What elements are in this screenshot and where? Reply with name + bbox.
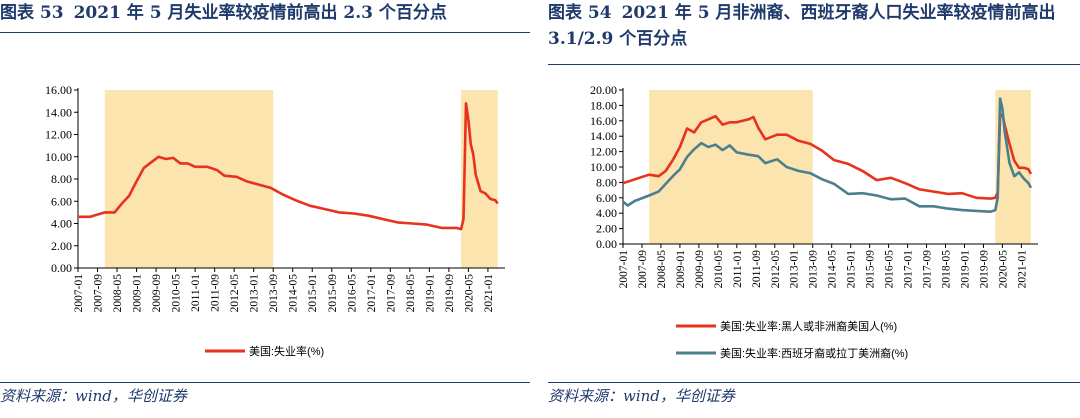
x-tick-label: 2011-01: [732, 250, 744, 288]
figure-number: 图表 53: [0, 3, 64, 23]
x-tick-label: 2007-09: [637, 250, 649, 289]
x-tick-label: 2010-05: [713, 250, 725, 289]
x-tick-label: 2011-01: [190, 274, 202, 312]
x-tick-label: 2008-05: [112, 274, 124, 313]
y-tick-label: 10.00: [45, 150, 72, 164]
shaded-band: [104, 90, 274, 268]
y-tick-label: 16.00: [590, 114, 617, 128]
x-tick-label: 2018-05: [405, 274, 417, 313]
y-tick-label: 2.00: [596, 222, 617, 236]
x-tick-label: 2019-09: [444, 274, 456, 313]
x-tick-label: 2016-05: [346, 274, 358, 313]
y-tick-label: 0.00: [51, 261, 72, 275]
x-tick-label: 2014-05: [827, 250, 839, 289]
x-tick-label: 2017-09: [385, 274, 397, 313]
x-tick-label: 2014-05: [288, 274, 300, 313]
x-tick-label: 2021-01: [483, 274, 495, 313]
x-tick-label: 2015-09: [865, 250, 877, 289]
x-tick-label: 2012-05: [229, 274, 241, 313]
y-tick-label: 12.00: [590, 145, 617, 159]
y-tick-label: 4.00: [51, 217, 72, 231]
series-line: [78, 102, 499, 231]
chart-left: 0.00 2.00 4.00 6.00 8.00 10.00 12.00 14.00 16.00…: [45, 83, 505, 358]
x-tick-label: 2021-01: [1016, 250, 1028, 289]
y-tick-label: 16.00: [45, 83, 72, 97]
x-tick-label: 2010-05: [171, 274, 183, 313]
legend-label: 美国:失业率:黑人或非洲裔美国人(%): [720, 319, 897, 333]
x-tick-label: 2013-09: [808, 250, 820, 289]
x-tick-label: 2016-05: [884, 250, 896, 289]
x-tick-label: 2013-01: [789, 250, 801, 289]
x-tick-label: 2009-09: [694, 250, 706, 289]
y-tick-label: 20.00: [590, 83, 617, 97]
chart-panel-right: 图表 54 2021 年 5 月非洲裔、西班牙裔人口失业率较疫情前高出 3.1/2…: [548, 0, 1080, 418]
source-note-left: 资料来源：wind，华创证券: [0, 387, 187, 405]
x-tick-label: 2009-01: [132, 274, 144, 313]
x-tick-label: 2007-01: [73, 274, 85, 313]
x-tick-label: 2012-05: [770, 250, 782, 289]
y-tick-label: 10.00: [590, 160, 617, 174]
y-tick-label: 14.00: [590, 129, 617, 143]
y-tick-label: 6.00: [51, 194, 72, 208]
series-line: [622, 97, 1033, 213]
x-tick-label: 2008-05: [656, 250, 668, 289]
x-tick-label: 2015-09: [327, 274, 339, 313]
x-tick-label: 2018-05: [941, 250, 953, 289]
x-tick-label: 2007-09: [93, 274, 105, 313]
figure-number: 图表 54: [548, 3, 612, 23]
chart-title-right: 图表 54 2021 年 5 月非洲裔、西班牙裔人口失业率较疫情前高出 3.1/2…: [548, 0, 1080, 52]
y-tick-label: 2.00: [51, 239, 72, 253]
x-tick-label: 2013-09: [268, 274, 280, 313]
title-text: 2021 年 5 月失业率较疫情前高出 2.3 个百分点: [73, 3, 447, 23]
y-tick-label: 4.00: [596, 206, 617, 220]
x-tick-label: 2017-01: [366, 274, 378, 313]
x-tick-label: 2013-01: [249, 274, 261, 313]
x-tick-label: 2019-01: [959, 250, 971, 289]
x-tick-label: 2007-01: [618, 250, 630, 289]
y-tick-label: 18.00: [590, 98, 617, 112]
source-divider: [548, 382, 1080, 383]
y-tick-label: 14.00: [45, 105, 72, 119]
x-tick-label: 2017-09: [922, 250, 934, 289]
y-tick-label: 12.00: [45, 128, 72, 142]
source-note-right: 资料来源：wind，华创证券: [548, 387, 735, 405]
y-tick-label: 8.00: [51, 172, 72, 186]
x-tick-label: 2019-09: [978, 250, 990, 289]
x-tick-label: 2009-09: [151, 274, 163, 313]
legend-label: 美国:失业率:西班牙裔或拉丁美洲裔(%): [720, 346, 908, 360]
x-tick-label: 2009-01: [675, 250, 687, 289]
y-tick-label: 0.00: [596, 237, 617, 251]
x-tick-label: 2015-01: [846, 250, 858, 289]
source-divider: [0, 382, 530, 383]
chart-panel-left: 图表 53 2021 年 5 月失业率较疫情前高出 2.3 个百分点 0.00 2.…: [0, 0, 530, 418]
chart-title-left: 图表 53 2021 年 5 月失业率较疫情前高出 2.3 个百分点: [0, 0, 530, 26]
x-tick-label: 2015-01: [307, 274, 319, 313]
title-text: 2021 年 5 月非洲裔、西班牙裔人口失业率较疫情前高出 3.1/2.9 个百…: [548, 3, 1056, 49]
y-tick-label: 6.00: [596, 191, 617, 205]
title-divider: [0, 32, 530, 33]
x-tick-label: 2011-09: [210, 274, 222, 312]
x-tick-label: 2019-01: [424, 274, 436, 313]
x-tick-label: 2017-01: [903, 250, 915, 289]
x-tick-label: 2011-09: [751, 250, 763, 288]
x-tick-label: 2020-05: [997, 250, 1009, 289]
legend-label: 美国:失业率(%): [249, 344, 324, 358]
x-tick-label: 2020-05: [463, 274, 475, 313]
y-tick-label: 8.00: [596, 175, 617, 189]
title-divider: [548, 64, 1080, 65]
